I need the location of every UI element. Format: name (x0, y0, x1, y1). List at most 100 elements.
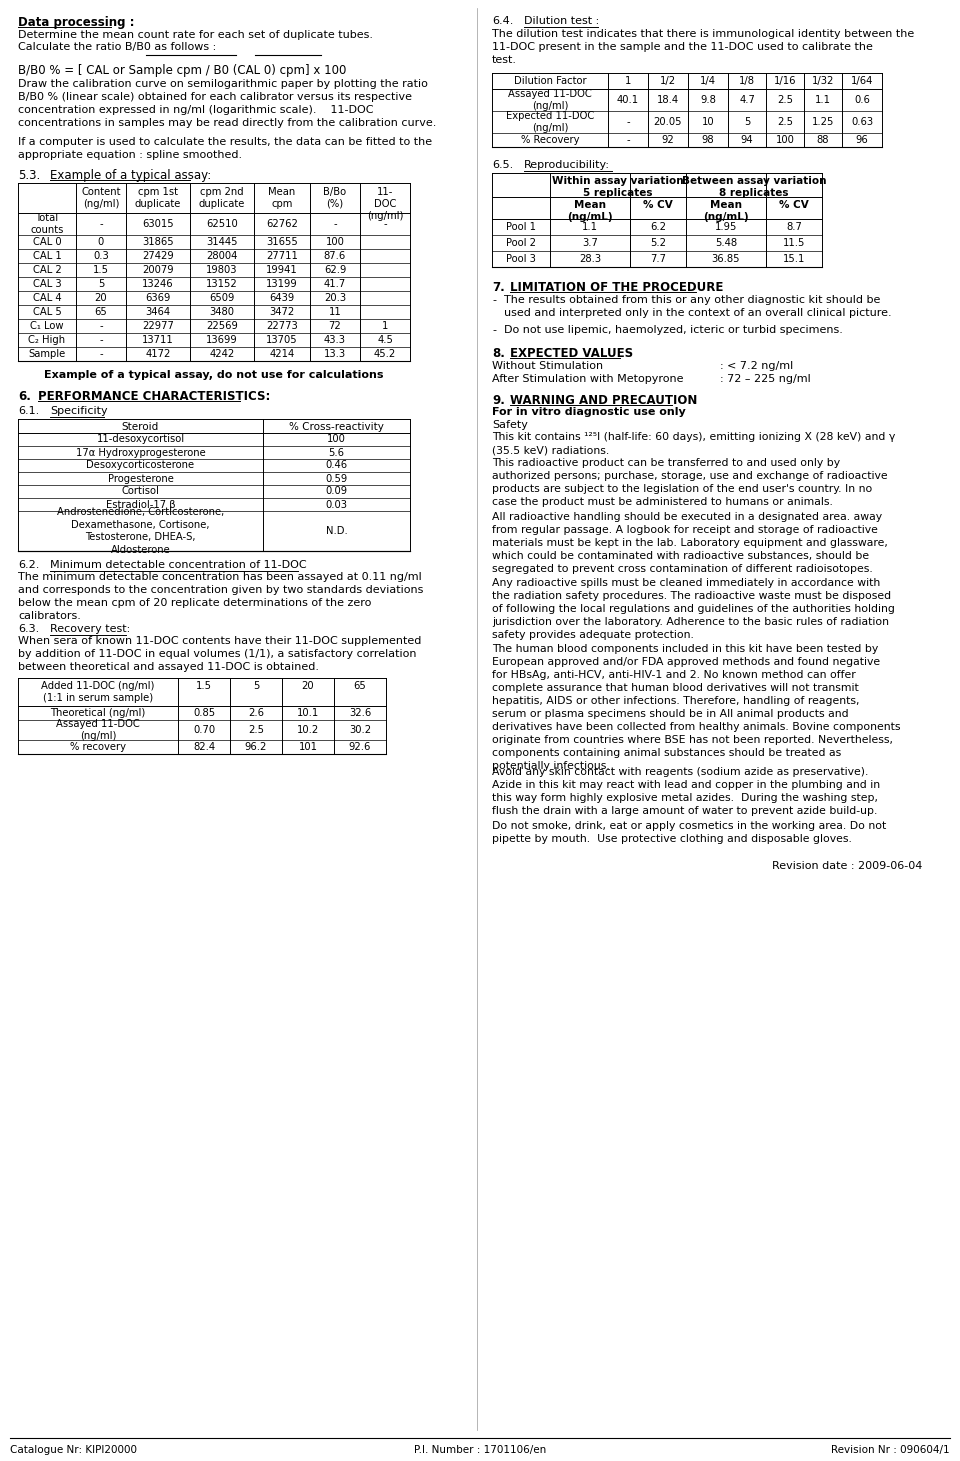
Text: 65: 65 (353, 681, 367, 691)
Text: 11-desoxycortisol: 11-desoxycortisol (96, 434, 184, 444)
Text: Dilution Factor: Dilution Factor (514, 76, 587, 86)
Text: 2.5: 2.5 (777, 117, 793, 127)
Text: CAL 5: CAL 5 (33, 307, 61, 317)
Text: 11.5: 11.5 (782, 238, 805, 248)
Text: 5.2: 5.2 (650, 238, 666, 248)
Text: 18.4: 18.4 (657, 95, 679, 105)
Text: 1/4: 1/4 (700, 76, 716, 86)
Text: Calculate the ratio B/B0 as follows :: Calculate the ratio B/B0 as follows : (18, 42, 216, 53)
Text: 32.6: 32.6 (348, 709, 372, 717)
Text: 1: 1 (625, 76, 631, 86)
Text: 31865: 31865 (142, 237, 174, 247)
Text: Determine the mean count rate for each set of duplicate tubes.: Determine the mean count rate for each s… (18, 31, 373, 39)
Text: 87.6: 87.6 (324, 251, 347, 262)
Text: 20: 20 (301, 681, 314, 691)
Text: Revision Nr : 090604/1: Revision Nr : 090604/1 (831, 1445, 950, 1455)
Text: 7.: 7. (492, 281, 505, 294)
Text: B/B0 % = [ CAL or Sample cpm / B0 (CAL 0) cpm] x 100: B/B0 % = [ CAL or Sample cpm / B0 (CAL 0… (18, 64, 347, 77)
Text: 5: 5 (252, 681, 259, 691)
Text: Within assay variation
5 replicates: Within assay variation 5 replicates (552, 175, 684, 199)
Text: % CV: % CV (780, 200, 809, 210)
Text: 100: 100 (776, 134, 795, 145)
Text: 63015: 63015 (142, 219, 174, 229)
Text: 22773: 22773 (266, 321, 298, 332)
Text: Mean
(ng/mL): Mean (ng/mL) (703, 200, 749, 222)
Text: EXPECTED VALUES: EXPECTED VALUES (510, 348, 634, 359)
Text: 13699: 13699 (206, 335, 238, 345)
Text: 1/32: 1/32 (812, 76, 834, 86)
Text: 15.1: 15.1 (782, 254, 805, 264)
Text: 22977: 22977 (142, 321, 174, 332)
Text: 19941: 19941 (266, 264, 298, 275)
Text: Between assay variation
8 replicates: Between assay variation 8 replicates (682, 175, 827, 199)
Text: 31445: 31445 (206, 237, 238, 247)
Text: After Stimulation with Metopyrone: After Stimulation with Metopyrone (492, 374, 684, 384)
Text: 20.3: 20.3 (324, 294, 346, 302)
Text: 1.1: 1.1 (582, 222, 598, 232)
Text: Cortisol: Cortisol (122, 487, 159, 497)
Text: For in vitro diagnostic use only: For in vitro diagnostic use only (492, 408, 685, 416)
Text: Pool 3: Pool 3 (506, 254, 536, 264)
Text: This kit contains ¹²⁵I (half-life: 60 days), emitting ionizing X (28 keV) and γ
: This kit contains ¹²⁵I (half-life: 60 da… (492, 432, 896, 454)
Text: WARNING AND PRECAUTION: WARNING AND PRECAUTION (510, 394, 697, 408)
Text: C₁ Low: C₁ Low (31, 321, 63, 332)
Text: Content
(ng/ml): Content (ng/ml) (82, 187, 121, 209)
Text: 43.3: 43.3 (324, 335, 346, 345)
Text: 62510: 62510 (206, 219, 238, 229)
Text: 96.2: 96.2 (245, 742, 267, 752)
Text: 11-
DOC
(ng/ml): 11- DOC (ng/ml) (367, 187, 403, 221)
Text: 92: 92 (661, 134, 674, 145)
Text: 6509: 6509 (209, 294, 234, 302)
Text: Do not use lipemic, haemolyzed, icteric or turbid specimens.: Do not use lipemic, haemolyzed, icteric … (504, 324, 843, 335)
Text: % Recovery: % Recovery (520, 134, 579, 145)
Text: Mean
cpm: Mean cpm (269, 187, 296, 209)
Text: CAL 2: CAL 2 (33, 264, 61, 275)
Text: 62.9: 62.9 (324, 264, 347, 275)
Text: 41.7: 41.7 (324, 279, 347, 289)
Text: B/Bo
(%): B/Bo (%) (324, 187, 347, 209)
Text: 22569: 22569 (206, 321, 238, 332)
Text: When sera of known 11-DOC contents have their 11-DOC supplemented
by addition of: When sera of known 11-DOC contents have … (18, 636, 421, 672)
Text: 3480: 3480 (209, 307, 234, 317)
Text: Dilution test :: Dilution test : (524, 16, 599, 26)
Text: Data processing :: Data processing : (18, 16, 134, 29)
Text: 96: 96 (855, 134, 869, 145)
Text: All radioactive handling should be executed in a designated area. away
from regu: All radioactive handling should be execu… (492, 511, 888, 574)
Text: The minimum detectable concentration has been assayed at 0.11 ng/ml
and correspo: The minimum detectable concentration has… (18, 573, 423, 621)
Text: Added 11-DOC (ng/ml)
(1:1 in serum sample): Added 11-DOC (ng/ml) (1:1 in serum sampl… (41, 681, 155, 703)
Text: 0.85: 0.85 (193, 709, 215, 717)
Text: 1/16: 1/16 (774, 76, 796, 86)
Text: 0.59: 0.59 (325, 473, 348, 484)
Text: 20: 20 (95, 294, 108, 302)
Text: 0: 0 (98, 237, 104, 247)
Text: Assayed 11-DOC
(ng/ml): Assayed 11-DOC (ng/ml) (508, 89, 592, 111)
Text: 0.46: 0.46 (325, 460, 348, 470)
Text: 82.4: 82.4 (193, 742, 215, 752)
Text: 0.03: 0.03 (325, 500, 348, 510)
Text: Sample: Sample (29, 349, 65, 359)
Text: 5: 5 (744, 117, 750, 127)
Text: LIMITATION OF THE PROCEDURE: LIMITATION OF THE PROCEDURE (510, 281, 724, 294)
Text: 0.70: 0.70 (193, 725, 215, 735)
Text: Example of a typical assay:: Example of a typical assay: (50, 169, 211, 183)
Text: Avoid any skin contact with reagents (sodium azide as preservative).
Azide in th: Avoid any skin contact with reagents (so… (492, 767, 880, 817)
Text: 8.: 8. (492, 348, 505, 359)
Text: 13.3: 13.3 (324, 349, 346, 359)
Text: CAL 3: CAL 3 (33, 279, 61, 289)
Text: 65: 65 (95, 307, 108, 317)
Text: -: - (383, 219, 387, 229)
Text: 6.1.: 6.1. (18, 406, 39, 416)
Text: C₂ High: C₂ High (29, 335, 65, 345)
Text: 13199: 13199 (266, 279, 298, 289)
Text: -: - (99, 335, 103, 345)
Text: 6.2: 6.2 (650, 222, 666, 232)
Text: 6.3.: 6.3. (18, 624, 39, 634)
Text: Reproducibility:: Reproducibility: (524, 161, 610, 169)
Text: 3464: 3464 (145, 307, 171, 317)
Text: P.I. Number : 1701106/en: P.I. Number : 1701106/en (414, 1445, 546, 1455)
Text: 92.6: 92.6 (348, 742, 372, 752)
Text: Safety: Safety (492, 419, 528, 430)
Text: 28.3: 28.3 (579, 254, 601, 264)
Text: 1.95: 1.95 (715, 222, 737, 232)
Text: 20.05: 20.05 (654, 117, 683, 127)
